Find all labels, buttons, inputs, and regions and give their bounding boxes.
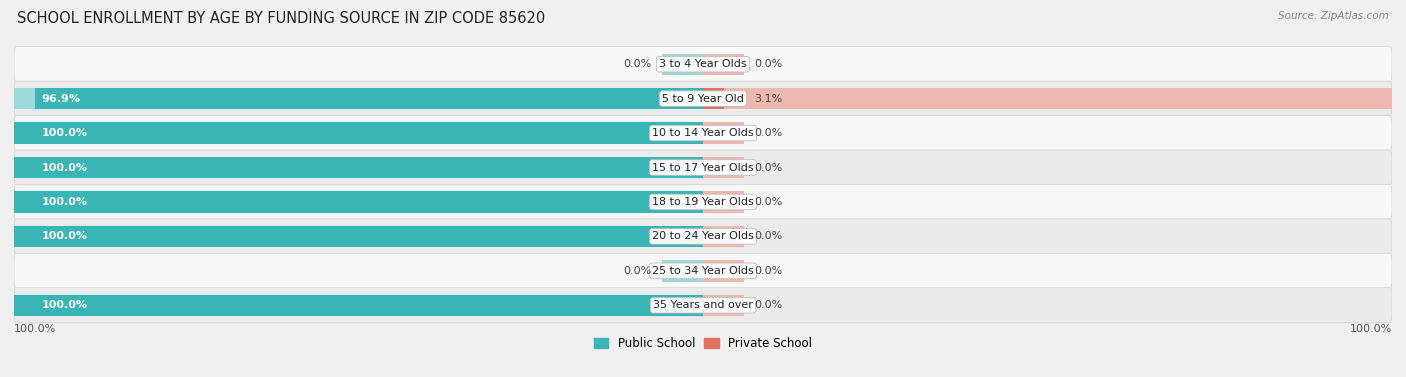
Text: Source: ZipAtlas.com: Source: ZipAtlas.com: [1278, 11, 1389, 21]
Text: 0.0%: 0.0%: [623, 266, 651, 276]
Legend: Public School, Private School: Public School, Private School: [589, 332, 817, 355]
Text: 100.0%: 100.0%: [42, 231, 87, 241]
Bar: [14, 88, 703, 109]
FancyBboxPatch shape: [14, 115, 1392, 151]
Text: SCHOOL ENROLLMENT BY AGE BY FUNDING SOURCE IN ZIP CODE 85620: SCHOOL ENROLLMENT BY AGE BY FUNDING SOUR…: [17, 11, 546, 26]
Bar: [703, 123, 744, 144]
Bar: [14, 226, 703, 247]
Bar: [703, 88, 1392, 109]
Text: 0.0%: 0.0%: [755, 128, 783, 138]
Text: 100.0%: 100.0%: [42, 197, 87, 207]
Bar: [14, 157, 703, 178]
Bar: [703, 191, 744, 213]
Text: 5 to 9 Year Old: 5 to 9 Year Old: [662, 93, 744, 104]
Text: 100.0%: 100.0%: [42, 300, 87, 310]
Text: 0.0%: 0.0%: [755, 300, 783, 310]
Text: 10 to 14 Year Olds: 10 to 14 Year Olds: [652, 128, 754, 138]
Bar: [14, 294, 703, 316]
Text: 100.0%: 100.0%: [42, 128, 87, 138]
Text: 15 to 17 Year Olds: 15 to 17 Year Olds: [652, 162, 754, 173]
Bar: [14, 157, 703, 178]
Bar: [14, 123, 703, 144]
Bar: [703, 226, 744, 247]
Text: 0.0%: 0.0%: [755, 162, 783, 173]
FancyBboxPatch shape: [14, 253, 1392, 288]
Text: 0.0%: 0.0%: [755, 59, 783, 69]
Bar: [703, 294, 744, 316]
Bar: [14, 191, 703, 213]
Text: 0.0%: 0.0%: [755, 197, 783, 207]
FancyBboxPatch shape: [14, 150, 1392, 185]
FancyBboxPatch shape: [14, 288, 1392, 323]
Bar: [662, 54, 703, 75]
Bar: [662, 260, 703, 282]
Text: 3 to 4 Year Olds: 3 to 4 Year Olds: [659, 59, 747, 69]
Text: 96.9%: 96.9%: [42, 93, 80, 104]
Text: 18 to 19 Year Olds: 18 to 19 Year Olds: [652, 197, 754, 207]
Bar: [703, 157, 744, 178]
Text: 25 to 34 Year Olds: 25 to 34 Year Olds: [652, 266, 754, 276]
Text: 0.0%: 0.0%: [755, 231, 783, 241]
Bar: [14, 226, 703, 247]
Text: 100.0%: 100.0%: [1350, 324, 1392, 334]
Text: 100.0%: 100.0%: [42, 162, 87, 173]
Bar: [14, 191, 703, 213]
Text: 100.0%: 100.0%: [14, 324, 56, 334]
Bar: [14, 123, 703, 144]
FancyBboxPatch shape: [14, 47, 1392, 82]
Bar: [703, 88, 724, 109]
Text: 20 to 24 Year Olds: 20 to 24 Year Olds: [652, 231, 754, 241]
Bar: [703, 54, 744, 75]
FancyBboxPatch shape: [14, 219, 1392, 254]
Text: 0.0%: 0.0%: [623, 59, 651, 69]
Bar: [35, 88, 703, 109]
FancyBboxPatch shape: [14, 81, 1392, 116]
Bar: [14, 294, 703, 316]
FancyBboxPatch shape: [14, 184, 1392, 219]
Text: 0.0%: 0.0%: [755, 266, 783, 276]
Text: 3.1%: 3.1%: [755, 93, 783, 104]
Bar: [703, 260, 744, 282]
Text: 35 Years and over: 35 Years and over: [652, 300, 754, 310]
